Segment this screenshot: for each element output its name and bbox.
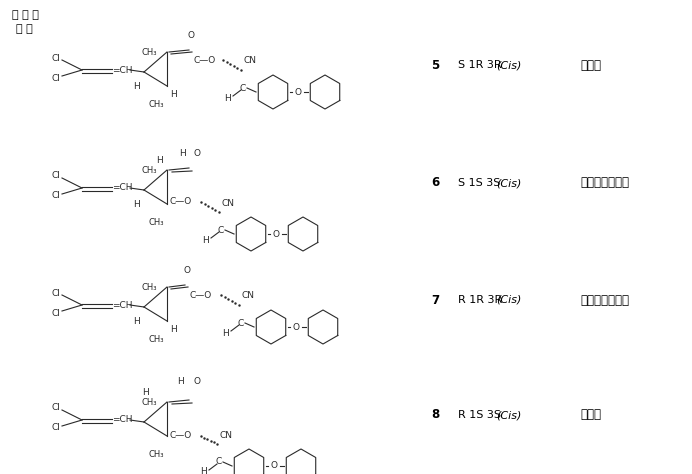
Text: Cl: Cl <box>51 73 60 82</box>
Text: 6: 6 <box>431 176 439 190</box>
Text: H: H <box>134 82 140 91</box>
Text: (Cis): (Cis) <box>496 60 522 70</box>
Text: 低效体或无效体: 低效体或无效体 <box>580 176 629 190</box>
Text: =CH: =CH <box>112 416 132 425</box>
Text: H: H <box>202 236 209 245</box>
Text: Cl: Cl <box>51 403 60 412</box>
Text: C—O: C—O <box>193 55 215 64</box>
Text: CH₃: CH₃ <box>148 450 164 459</box>
Text: CH₃: CH₃ <box>148 218 164 227</box>
Text: 构 体: 构 体 <box>16 24 33 34</box>
Text: Cl: Cl <box>51 309 60 318</box>
Text: C—O: C—O <box>169 198 191 207</box>
Text: Cl: Cl <box>51 191 60 201</box>
Text: H: H <box>134 317 140 326</box>
Text: Cl: Cl <box>51 172 60 181</box>
Text: H: H <box>180 149 186 158</box>
Text: C: C <box>218 226 224 235</box>
Text: H: H <box>156 156 163 165</box>
Text: S 1R 3R: S 1R 3R <box>458 60 505 70</box>
Text: Cl: Cl <box>51 423 60 432</box>
Text: S 1S 3S: S 1S 3S <box>458 178 504 188</box>
Text: Cl: Cl <box>51 54 60 63</box>
Text: O: O <box>271 462 277 471</box>
Text: O: O <box>183 266 190 275</box>
Text: H: H <box>222 328 229 337</box>
Text: C: C <box>216 457 222 466</box>
Text: (Cis): (Cis) <box>496 295 522 305</box>
Text: O: O <box>293 322 300 331</box>
Text: R 1S 3S: R 1S 3S <box>458 410 504 420</box>
Text: C—O: C—O <box>189 291 211 300</box>
Text: O: O <box>194 149 201 158</box>
Text: =CH: =CH <box>112 183 132 192</box>
Text: 8: 8 <box>431 409 439 421</box>
Text: H: H <box>170 90 176 99</box>
Text: =CH: =CH <box>112 65 132 74</box>
Text: H: H <box>200 467 207 474</box>
Text: H: H <box>170 325 176 334</box>
Text: O: O <box>295 88 302 97</box>
Text: H: H <box>178 377 184 386</box>
Text: 5: 5 <box>431 58 439 72</box>
Text: CN: CN <box>221 200 234 209</box>
Text: O: O <box>194 377 201 386</box>
Text: CH₃: CH₃ <box>148 335 164 344</box>
Text: CH₃: CH₃ <box>148 100 164 109</box>
Text: (Cis): (Cis) <box>496 410 522 420</box>
Text: CN: CN <box>219 431 232 440</box>
Text: 顺 式 异: 顺 式 异 <box>12 10 39 20</box>
Text: CH₃: CH₃ <box>142 166 158 175</box>
Text: 高效体: 高效体 <box>580 58 601 72</box>
Text: CH₃: CH₃ <box>142 48 158 57</box>
Text: Cl: Cl <box>51 289 60 298</box>
Text: H: H <box>224 93 231 102</box>
Text: CN: CN <box>243 55 256 64</box>
Text: =CH: =CH <box>112 301 132 310</box>
Text: O: O <box>273 229 280 238</box>
Text: CH₃: CH₃ <box>142 398 158 407</box>
Text: C—O: C—O <box>169 431 191 440</box>
Text: R 1R 3R: R 1R 3R <box>458 295 506 305</box>
Text: H: H <box>142 388 149 397</box>
Text: 低效体或无效体: 低效体或无效体 <box>580 293 629 307</box>
Text: 7: 7 <box>431 293 439 307</box>
Text: (Cis): (Cis) <box>496 178 522 188</box>
Text: 高效体: 高效体 <box>580 409 601 421</box>
Text: O: O <box>188 31 194 40</box>
Text: C: C <box>238 319 244 328</box>
Text: H: H <box>134 200 140 209</box>
Text: CN: CN <box>241 291 254 300</box>
Text: CH₃: CH₃ <box>142 283 158 292</box>
Text: C: C <box>240 83 246 92</box>
